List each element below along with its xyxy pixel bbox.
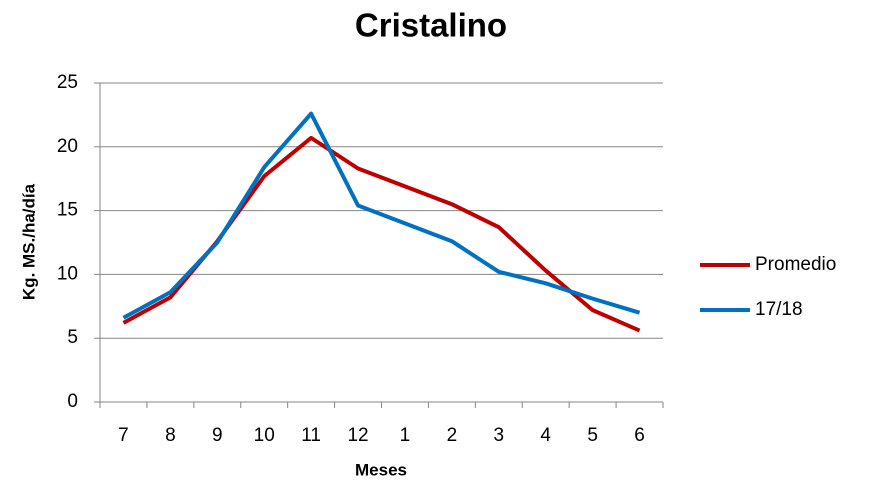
series-line — [122, 111, 641, 320]
series-line — [122, 135, 641, 333]
y-tick-label: 25 — [57, 72, 78, 93]
x-tick-label: 4 — [540, 425, 551, 446]
y-tick-label: 20 — [57, 136, 78, 157]
x-tick-label: 8 — [165, 425, 176, 446]
y-tick-label: 5 — [67, 327, 78, 348]
y-tick-label: 10 — [57, 263, 78, 284]
x-tick-label: 11 — [301, 425, 321, 446]
y-axis-label: Kg. MS./ha/día — [19, 183, 38, 300]
x-tick-label: 3 — [494, 425, 505, 446]
legend-label: Promedio — [755, 254, 836, 275]
x-axis-label: Meses — [355, 460, 407, 479]
x-tick-label: 12 — [347, 425, 368, 446]
x-tick-label: 10 — [254, 425, 275, 446]
x-tick-label: 6 — [634, 425, 645, 446]
y-tick-label: 0 — [67, 391, 78, 412]
y-tick-label: 15 — [57, 200, 78, 221]
x-tick-label: 2 — [447, 425, 458, 446]
chart-title: Cristalino — [355, 7, 507, 44]
legend-label: 17/18 — [755, 299, 803, 320]
x-tick-label: 9 — [212, 425, 223, 446]
x-tick-label: 1 — [400, 425, 411, 446]
x-tick-label: 5 — [587, 425, 598, 446]
x-tick-label: 7 — [118, 425, 129, 446]
